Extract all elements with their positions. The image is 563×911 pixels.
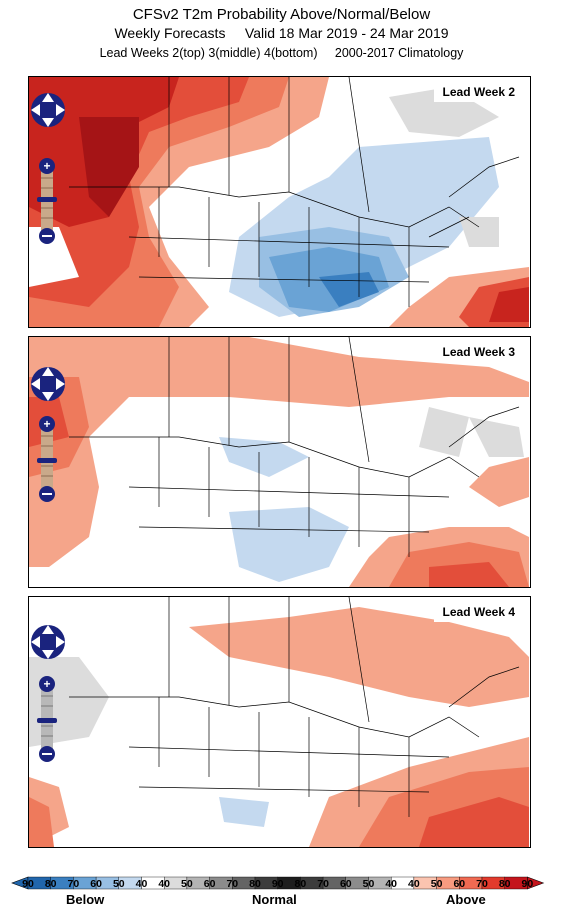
legend-number: 90 <box>521 878 534 890</box>
legend-number: 40 <box>385 878 398 890</box>
svg-text:+: + <box>43 417 50 431</box>
zoom-slider-week-4[interactable]: + <box>36 676 58 762</box>
legend-normal-label: Normal <box>252 892 297 907</box>
lead-week-3-map[interactable]: Lead Week 3 <box>28 336 531 588</box>
color-legend <box>11 876 545 890</box>
legend-below-label: Below <box>66 892 105 907</box>
lead-week-label: Lead Week 2 <box>433 82 524 102</box>
zoom-slider-week-2[interactable]: + <box>36 158 58 244</box>
zoom-slider-week-3[interactable]: + <box>36 416 58 502</box>
lead-week-label: Lead Week 4 <box>433 602 524 622</box>
legend-above-label: Above <box>446 892 486 907</box>
map-title: CFSv2 T2m Probability Above/Normal/Below <box>132 6 431 23</box>
legend-number: 90 <box>271 878 284 890</box>
legend-number: 90 <box>22 878 34 890</box>
lead-week-4-map[interactable]: Lead Week 4 <box>28 596 531 848</box>
legend-number: 40 <box>158 878 171 890</box>
legend-number: 50 <box>112 878 125 890</box>
legend-arrow-right <box>527 876 545 890</box>
legend-number: 60 <box>90 878 102 890</box>
legend-number: 80 <box>44 878 57 890</box>
legend-number: 70 <box>476 878 488 890</box>
legend-number: 80 <box>498 878 511 890</box>
legend-number: 60 <box>339 878 352 890</box>
legend-number: 60 <box>203 878 216 890</box>
pan-control-week-3[interactable] <box>28 364 68 404</box>
legend-number: 60 <box>453 878 466 890</box>
legend-number: 70 <box>67 878 80 890</box>
legend-number: 40 <box>408 878 420 890</box>
svg-text:+: + <box>43 159 50 173</box>
map-canvas-week-3 <box>29 337 529 587</box>
legend-number: 50 <box>362 878 375 890</box>
svg-text:+: + <box>43 677 50 691</box>
valid-date-line: Weekly Forecasts Valid 18 Mar 2019 - 24 … <box>114 25 449 41</box>
pan-control-week-2[interactable] <box>28 90 68 130</box>
map-canvas-week-4 <box>29 597 529 847</box>
lead-weeks-line: Lead Weeks 2(top) 3(middle) 4(bottom) 20… <box>99 46 464 60</box>
legend-number: 50 <box>430 878 443 890</box>
lead-week-2-map[interactable]: Lead Week 2 <box>28 76 531 328</box>
legend-number: 80 <box>294 878 307 890</box>
lead-week-label: Lead Week 3 <box>433 342 524 362</box>
legend-number: 50 <box>181 878 193 890</box>
legend-number: 70 <box>317 878 329 890</box>
legend-number: 70 <box>226 878 239 890</box>
legend-number: 80 <box>249 878 261 890</box>
legend-number: 40 <box>135 878 148 890</box>
map-canvas-week-2 <box>29 77 529 327</box>
pan-control-week-4[interactable] <box>28 622 68 662</box>
